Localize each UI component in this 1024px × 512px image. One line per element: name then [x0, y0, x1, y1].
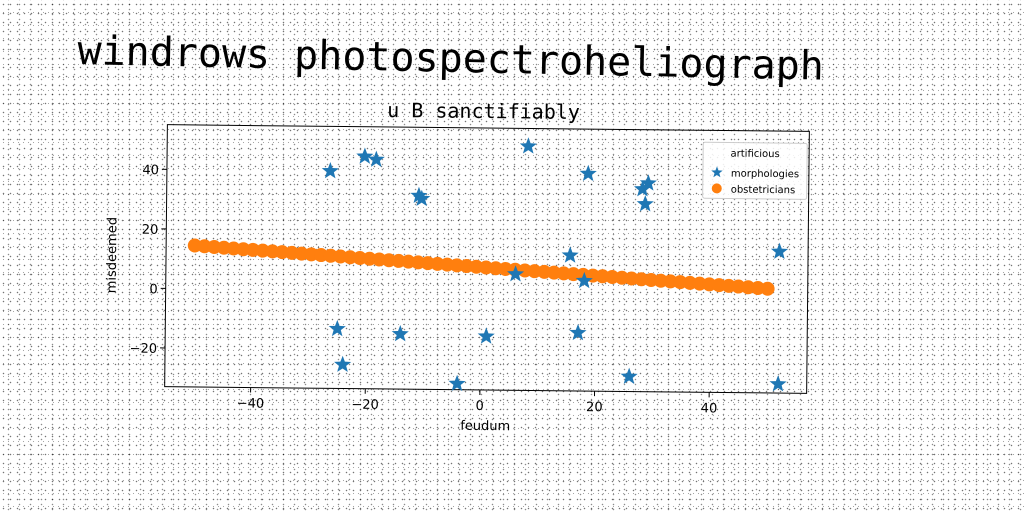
- data-point-morphologies: [561, 246, 579, 263]
- chart-title: u B sanctifiably: [387, 98, 580, 124]
- data-point-morphologies: [769, 375, 787, 392]
- data-point-morphologies: [633, 180, 652, 197]
- series-obstetricians: [187, 238, 775, 296]
- data-point-morphologies: [321, 162, 339, 179]
- legend-marker-obstetricians: [711, 183, 722, 194]
- data-point-morphologies: [413, 189, 431, 207]
- x-tick-label: 0: [476, 399, 484, 414]
- legend-title: artificious: [730, 149, 779, 161]
- y-tick-label: −20: [130, 342, 158, 357]
- legend-circle-marker: [711, 183, 722, 194]
- data-point-morphologies: [334, 355, 352, 373]
- data-point-morphologies: [575, 271, 593, 289]
- legend-marker-morphologies: [711, 166, 723, 178]
- x-axis: −40 −20 0 20 40: [237, 387, 718, 416]
- x-tick-label: −40: [237, 396, 265, 411]
- y-tick-label: 0: [149, 282, 157, 297]
- legend-label-obstetricians: obstetricians: [731, 185, 796, 197]
- data-point-morphologies: [579, 164, 597, 182]
- series-morphologies: [321, 137, 789, 392]
- y-tick-label: 40: [142, 163, 159, 178]
- x-tick-label: 40: [701, 401, 718, 416]
- data-point-morphologies: [636, 195, 654, 212]
- data-point-morphologies: [770, 242, 789, 259]
- data-point-obstetricians: [760, 281, 775, 296]
- data-point-morphologies: [639, 174, 657, 191]
- plot-area: [164, 124, 810, 394]
- y-axis-label: misdeemed: [105, 217, 121, 293]
- legend-label-morphologies: morphologies: [731, 169, 799, 181]
- data-point-morphologies: [391, 325, 409, 342]
- data-point-morphologies: [506, 265, 525, 282]
- data-point-morphologies: [367, 150, 385, 167]
- legend: artificious morphologies obstetricians: [702, 141, 808, 200]
- data-point-morphologies: [620, 367, 638, 384]
- x-tick-label: 20: [586, 400, 603, 415]
- legend-box: [702, 141, 808, 200]
- legend-star-marker: [711, 166, 723, 178]
- y-tick-label: 20: [142, 223, 159, 238]
- y-axis: −20 0 20 40: [130, 163, 167, 357]
- x-tick-label: −20: [351, 398, 379, 413]
- data-point-morphologies: [410, 186, 428, 204]
- data-point-morphologies: [477, 327, 495, 344]
- data-point-morphologies: [519, 137, 537, 154]
- x-axis-label: feudum: [460, 419, 510, 435]
- data-point-morphologies: [448, 374, 466, 392]
- data-point-morphologies: [328, 319, 346, 337]
- data-point-morphologies: [569, 323, 587, 341]
- data-point-morphologies: [356, 147, 374, 164]
